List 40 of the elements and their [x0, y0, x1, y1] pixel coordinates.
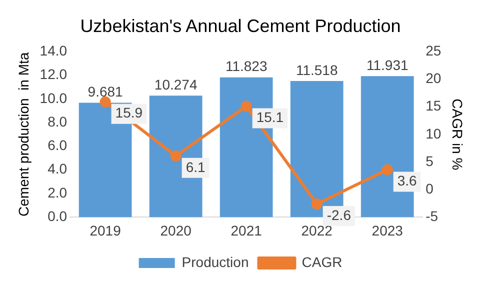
y-tick-label: 4.0: [48, 160, 68, 177]
y-axis-title: Cement production in Mta: [15, 52, 32, 216]
data-label: 3.6: [397, 172, 418, 189]
x-tick-label: 2021: [230, 222, 262, 238]
point: [311, 198, 322, 210]
data-label: 11.931: [366, 56, 408, 73]
y2-tick-label: -5: [426, 208, 438, 224]
y2-tick-label: 20: [426, 70, 442, 86]
y-tick-label: 0.0: [48, 208, 68, 224]
y-tick-label: 14.0: [40, 42, 68, 58]
data-label: 15.9: [115, 104, 143, 121]
y2-axis-title: CAGR in %: [450, 98, 466, 170]
chart-title: Uzbekistan's Annual Cement Production: [80, 16, 401, 36]
x-tick-label: 2022: [301, 222, 333, 238]
data-label: 9.681: [88, 84, 124, 100]
legend-label: Production: [182, 254, 249, 270]
point: [382, 164, 393, 176]
y-tick-label: 8.0: [48, 113, 68, 130]
data-label: 6.1: [186, 158, 206, 175]
data-label: 11.823: [225, 58, 268, 74]
point: [170, 150, 182, 162]
y-tick-label: 2.0: [48, 184, 68, 200]
point: [100, 96, 111, 108]
x-tick-label: 2019: [90, 222, 122, 238]
x-tick-label: 2020: [160, 222, 192, 238]
data-label: 15.1: [256, 109, 284, 126]
y-tick-label: 10.0: [40, 90, 68, 106]
y2-tick-label: 15: [426, 98, 442, 114]
y2-tick-label: 5: [426, 152, 434, 169]
data-label: -2.6: [326, 206, 352, 223]
data-label: 11.518: [296, 62, 338, 78]
x-tick-label: 2023: [372, 222, 404, 238]
y-tick-label: 12.0: [40, 66, 68, 82]
y-tick-label: 6.0: [48, 137, 68, 154]
legend-label: CAGR: [302, 254, 342, 270]
y2-tick-label: 25: [426, 42, 442, 58]
point: [240, 100, 252, 112]
y2-tick-label: 0: [426, 180, 434, 196]
y2-tick-label: 10: [426, 125, 442, 142]
data-label: 10.274: [154, 76, 198, 93]
